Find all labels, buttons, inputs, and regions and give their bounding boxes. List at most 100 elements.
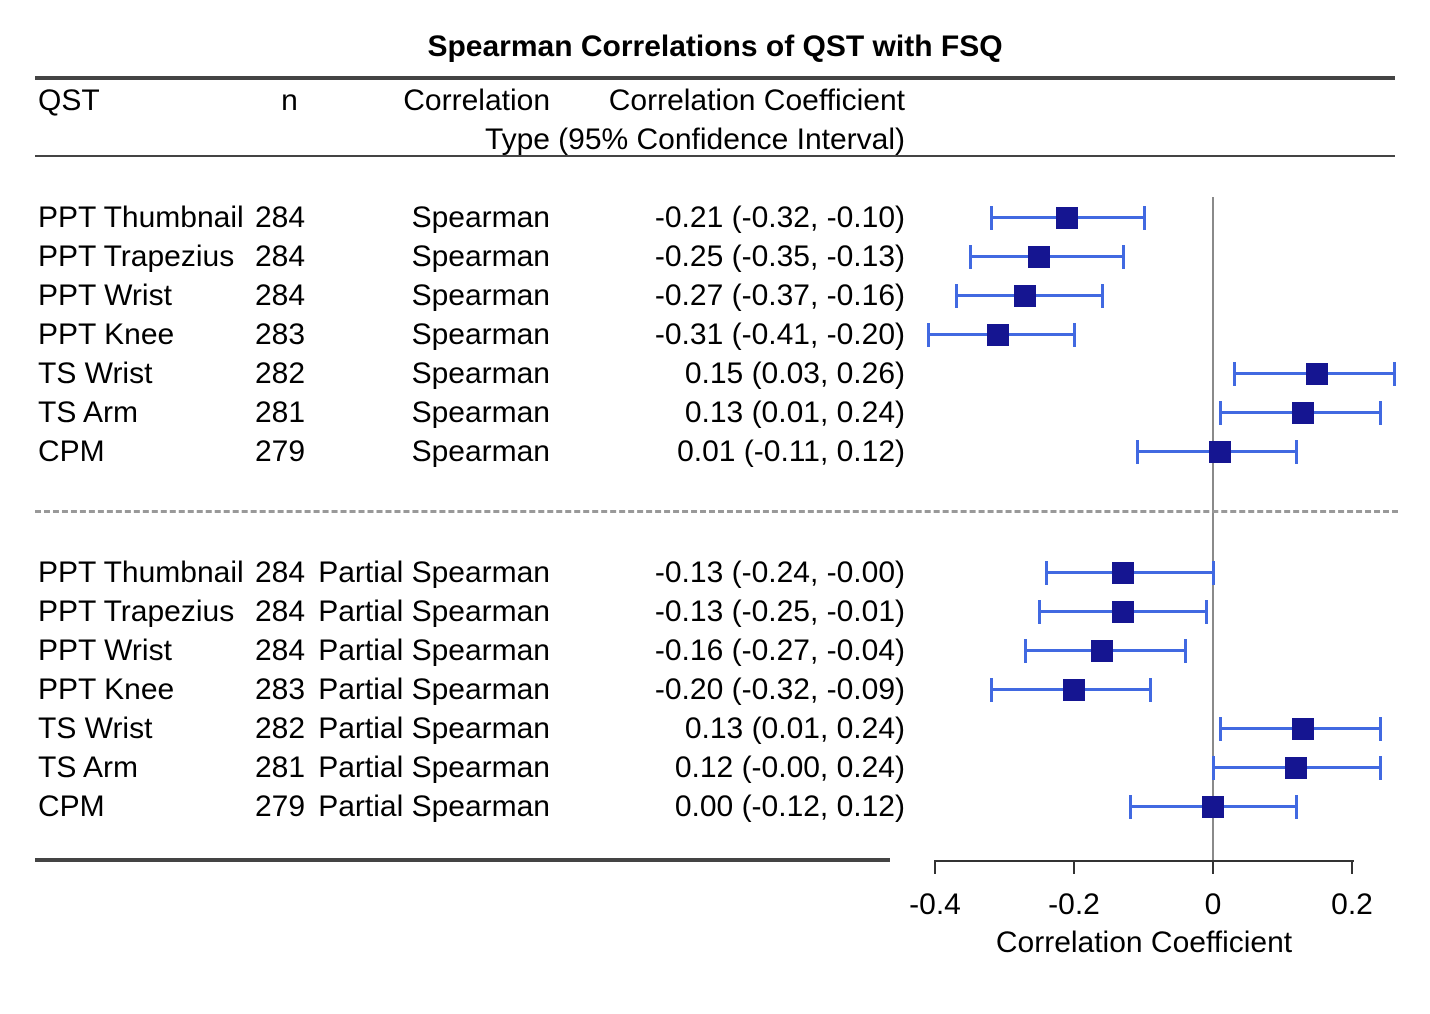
estimate-marker	[1292, 402, 1315, 424]
ci-cap-high	[1212, 561, 1215, 585]
qst-cell: PPT Knee	[38, 318, 175, 351]
x-axis-tick-label: -0.2	[1048, 888, 1100, 921]
ci-cap-high	[1121, 245, 1125, 269]
ci-cell: -0.27 (-0.37, -0.16)	[654, 279, 905, 312]
ci-cell: -0.13 (-0.24, -0.00)	[654, 556, 905, 589]
estimate-marker	[1014, 285, 1037, 307]
x-axis-tick	[1351, 860, 1353, 874]
qst-cell: CPM	[38, 790, 105, 823]
ci-cap-high	[1184, 639, 1188, 663]
ci-cap-high	[1205, 600, 1209, 624]
type-cell: Spearman	[411, 279, 550, 312]
ci-cap-low	[1218, 401, 1222, 425]
n-cell: 284	[255, 634, 306, 667]
type-cell: Spearman	[411, 357, 550, 390]
estimate-marker	[1028, 246, 1051, 268]
type-cell: Partial Spearman	[318, 595, 550, 628]
n-cell: 284	[255, 556, 306, 589]
table-header-n: n	[281, 84, 298, 117]
qst-cell: TS Wrist	[38, 712, 153, 745]
ci-cap-high	[1378, 717, 1382, 741]
ci-cell: 0.13 (0.01, 0.24)	[684, 396, 905, 429]
x-axis-tick	[1073, 860, 1075, 874]
qst-cell: PPT Thumbnail	[38, 556, 244, 589]
table-header-correlation-type-line1: Correlation	[403, 84, 550, 117]
ci-cell: 0.15 (0.03, 0.26)	[684, 357, 905, 390]
ci-cap-low	[989, 206, 993, 230]
type-cell: Partial Spearman	[318, 712, 550, 745]
estimate-marker	[1306, 363, 1329, 385]
ci-cell: 0.00 (-0.12, 0.12)	[674, 790, 905, 823]
ci-cap-low	[1038, 600, 1042, 624]
qst-cell: PPT Trapezius	[38, 595, 235, 628]
qst-cell: PPT Thumbnail	[38, 201, 244, 234]
n-cell: 279	[255, 790, 306, 823]
ci-cap-low	[1218, 717, 1222, 741]
ci-cap-high	[1295, 440, 1299, 464]
ci-cell: -0.13 (-0.25, -0.01)	[654, 595, 905, 628]
estimate-marker	[1056, 207, 1079, 229]
n-cell: 284	[255, 595, 306, 628]
estimate-marker	[1292, 718, 1315, 740]
ci-cell: -0.21 (-0.32, -0.10)	[654, 201, 905, 234]
n-cell: 282	[255, 712, 306, 745]
ci-cell: 0.13 (0.01, 0.24)	[684, 712, 905, 745]
ci-cap-high	[1149, 678, 1153, 702]
ci-cell: -0.31 (-0.41, -0.20)	[654, 318, 905, 351]
type-cell: Partial Spearman	[318, 634, 550, 667]
ci-cap-low	[1135, 440, 1139, 464]
ci-cap-low	[989, 678, 993, 702]
qst-cell: CPM	[38, 435, 105, 468]
ci-cap-low	[1128, 795, 1132, 819]
qst-cell: PPT Wrist	[38, 634, 172, 667]
bottom-rule	[35, 858, 890, 862]
n-cell: 284	[255, 279, 306, 312]
x-axis-tick-label: 0	[1204, 888, 1222, 921]
x-axis-tick	[1212, 860, 1214, 874]
qst-cell: TS Arm	[38, 751, 139, 784]
estimate-marker	[1208, 441, 1231, 463]
table-header-ci-line2: (95% Confidence Interval)	[558, 123, 905, 156]
estimate-marker	[1202, 796, 1224, 818]
x-axis-tick-label: -0.4	[909, 888, 961, 921]
type-cell: Spearman	[411, 318, 550, 351]
zero-reference-line	[1212, 197, 1214, 861]
ci-cap-high	[1378, 401, 1382, 425]
top-rule	[35, 76, 1395, 80]
table-header-ci-line1: Correlation Coefficient	[608, 84, 905, 117]
ci-cell: -0.20 (-0.32, -0.09)	[654, 673, 905, 706]
type-cell: Partial Spearman	[318, 790, 550, 823]
x-axis-tick	[934, 860, 936, 874]
chart-title: Spearman Correlations of QST with FSQ	[427, 30, 1003, 63]
ci-cap-high	[1142, 206, 1146, 230]
estimate-marker	[1111, 601, 1134, 623]
ci-cap-high	[1295, 795, 1299, 819]
n-cell: 283	[255, 673, 306, 706]
estimate-marker	[1285, 757, 1308, 779]
estimate-marker	[1111, 562, 1134, 584]
ci-cap-low	[1232, 362, 1236, 386]
x-axis-label: Correlation Coefficient	[995, 926, 1293, 959]
n-cell: 282	[255, 357, 306, 390]
ci-cap-low	[954, 284, 958, 308]
table-header-qst: QST	[38, 84, 100, 117]
qst-cell: TS Wrist	[38, 357, 153, 390]
ci-cap-low	[1024, 639, 1028, 663]
ci-cap-low	[1212, 756, 1215, 780]
type-cell: Partial Spearman	[318, 751, 550, 784]
n-cell: 279	[255, 435, 306, 468]
x-axis-line	[935, 860, 1354, 862]
estimate-marker	[986, 324, 1009, 346]
n-cell: 284	[255, 201, 306, 234]
n-cell: 284	[255, 240, 306, 273]
table-header-correlation-type-line2: Type	[484, 123, 550, 156]
ci-cap-high	[1100, 284, 1104, 308]
ci-cell: 0.01 (-0.11, 0.12)	[677, 435, 905, 468]
type-cell: Spearman	[411, 396, 550, 429]
group-divider-dashed	[35, 510, 1398, 513]
type-cell: Partial Spearman	[318, 556, 550, 589]
estimate-marker	[1063, 679, 1085, 701]
ci-cell: -0.25 (-0.35, -0.13)	[654, 240, 905, 273]
x-axis-tick-label: 0.2	[1331, 888, 1373, 921]
n-cell: 281	[255, 396, 306, 429]
